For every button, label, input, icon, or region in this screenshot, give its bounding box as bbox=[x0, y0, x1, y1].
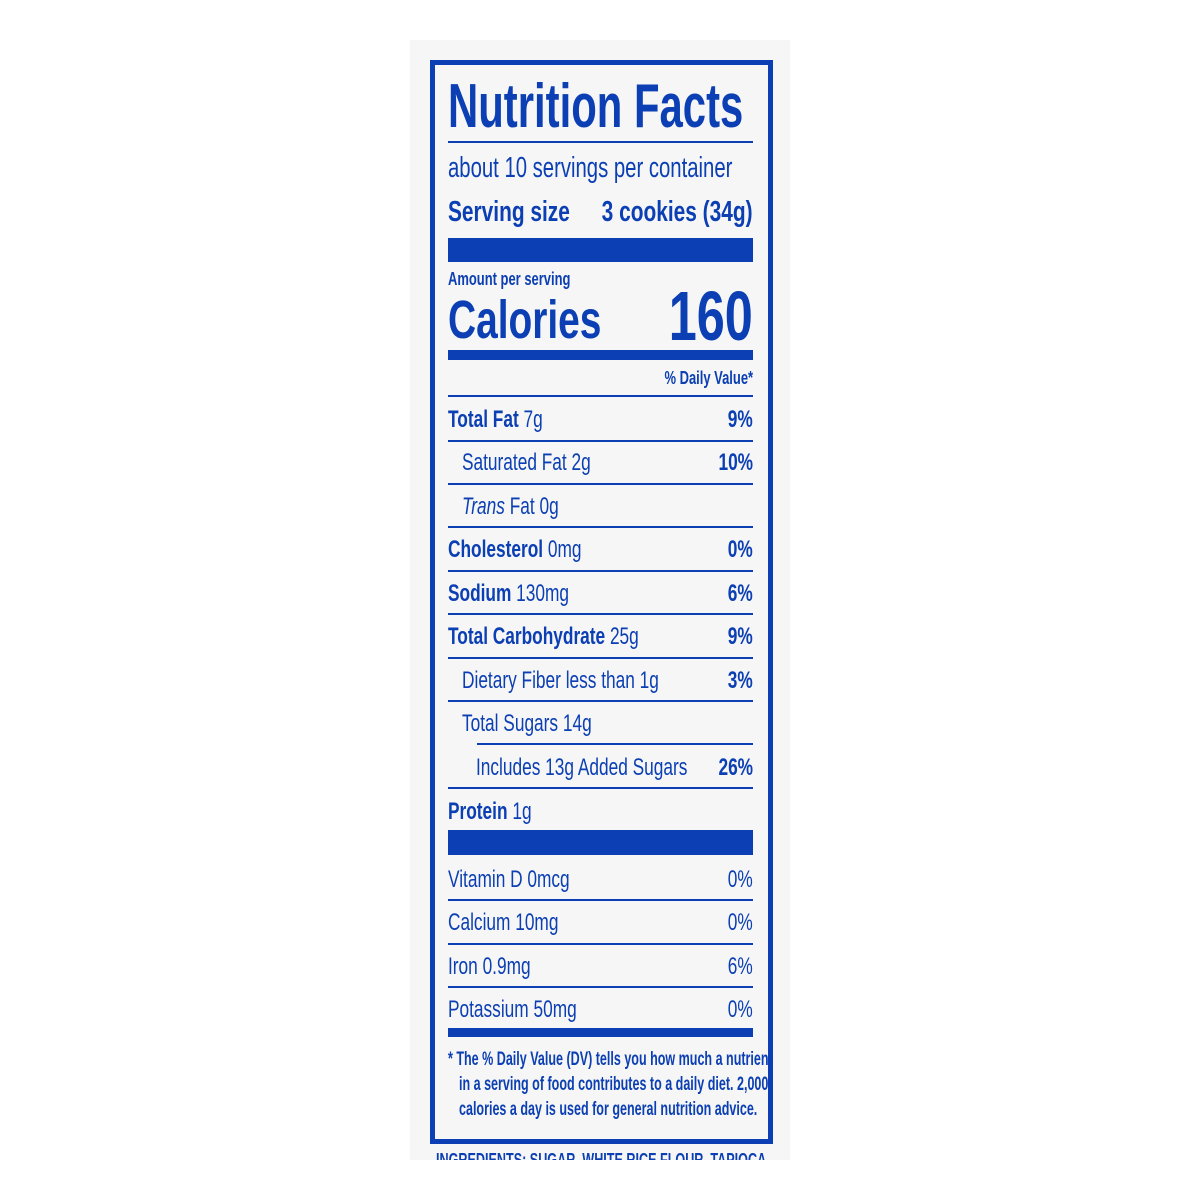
daily-value-header: % Daily Value* bbox=[664, 368, 753, 388]
divider bbox=[448, 141, 753, 143]
calories-label: Calories bbox=[448, 290, 602, 350]
label-panel bbox=[410, 40, 790, 1160]
footnote-line-2: in a serving of food contributes to a da… bbox=[459, 1074, 769, 1095]
divider bbox=[448, 526, 753, 528]
thick-bar bbox=[448, 238, 753, 262]
nutrient-total-sugars: Total Sugars 14g bbox=[462, 710, 592, 737]
dv-cholesterol: 0% bbox=[728, 536, 753, 563]
divider bbox=[448, 570, 753, 572]
title: Nutrition Facts bbox=[448, 72, 744, 141]
dv-iron: 6% bbox=[728, 953, 753, 980]
medium-bar bbox=[448, 1028, 753, 1037]
ingredients-clip: INGREDIENTS: SUGAR, WHITE RICE FLOUR, TA… bbox=[410, 1148, 790, 1160]
amount-per-serving: Amount per serving bbox=[448, 269, 571, 289]
divider bbox=[448, 440, 753, 442]
servings-per-container: about 10 servings per container bbox=[448, 152, 733, 184]
vitamin-d: Vitamin D 0mcg bbox=[448, 866, 570, 893]
nutrient-added-sugars: Includes 13g Added Sugars bbox=[476, 754, 688, 781]
divider bbox=[477, 743, 753, 745]
iron: Iron 0.9mg bbox=[448, 953, 531, 980]
dv-sodium: 6% bbox=[728, 580, 753, 607]
divider bbox=[448, 395, 753, 397]
medium-bar bbox=[448, 350, 753, 360]
dv-total-fat: 9% bbox=[728, 406, 753, 433]
ingredients-text: INGREDIENTS: SUGAR, WHITE RICE FLOUR, TA… bbox=[436, 1150, 767, 1160]
thick-bar bbox=[448, 830, 753, 855]
footnote-line-3: calories a day is used for general nutri… bbox=[459, 1099, 758, 1120]
nutrient-dietary-fiber: Dietary Fiber less than 1g bbox=[462, 667, 659, 694]
calcium: Calcium 10mg bbox=[448, 909, 559, 936]
nutrient-sodium: Sodium 130mg bbox=[448, 580, 570, 607]
dv-saturated-fat: 10% bbox=[718, 449, 753, 476]
nutrient-trans-fat: Trans Fat 0g bbox=[462, 493, 559, 520]
nutrition-facts-box bbox=[430, 60, 773, 1144]
dv-dietary-fiber: 3% bbox=[728, 667, 753, 694]
dv-calcium: 0% bbox=[728, 909, 753, 936]
calories-value: 160 bbox=[668, 277, 753, 355]
potassium: Potassium 50mg bbox=[448, 996, 577, 1023]
divider bbox=[448, 700, 753, 702]
nutrient-total-fat: Total Fat 7g bbox=[448, 406, 543, 433]
divider bbox=[448, 986, 753, 988]
nutrient-cholesterol: Cholesterol 0mg bbox=[448, 536, 582, 563]
nutrient-protein: Protein 1g bbox=[448, 798, 532, 825]
divider bbox=[448, 657, 753, 659]
dv-potassium: 0% bbox=[728, 996, 753, 1023]
dv-added-sugars: 26% bbox=[718, 754, 753, 781]
serving-size-value: 3 cookies (34g) bbox=[602, 196, 753, 228]
serving-size-label: Serving size bbox=[448, 196, 570, 228]
nutrient-total-carbohydrate: Total Carbohydrate 25g bbox=[448, 623, 639, 650]
divider bbox=[448, 899, 753, 901]
divider bbox=[448, 483, 753, 485]
divider bbox=[448, 787, 753, 789]
nutrient-saturated-fat: Saturated Fat 2g bbox=[462, 449, 591, 476]
divider bbox=[448, 613, 753, 615]
dv-vitamin-d: 0% bbox=[728, 866, 753, 893]
dv-total-carbohydrate: 9% bbox=[728, 623, 753, 650]
divider bbox=[448, 943, 753, 945]
footnote-line-1: * The % Daily Value (DV) tells you how m… bbox=[448, 1049, 773, 1070]
